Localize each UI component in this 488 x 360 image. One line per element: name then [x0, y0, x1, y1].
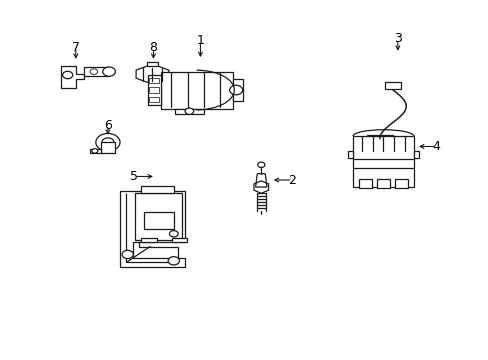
Bar	[160, 72, 232, 109]
Bar	[147, 62, 158, 66]
Bar	[366, 135, 392, 146]
Circle shape	[96, 134, 120, 151]
Circle shape	[257, 162, 264, 167]
Bar	[175, 109, 203, 114]
Text: 4: 4	[431, 140, 439, 153]
Circle shape	[184, 108, 193, 114]
Bar	[413, 151, 419, 158]
Bar	[83, 67, 109, 76]
Circle shape	[102, 138, 114, 147]
Bar	[143, 212, 173, 229]
Circle shape	[168, 257, 179, 265]
Circle shape	[62, 71, 73, 79]
Bar	[149, 78, 159, 84]
Text: 1: 1	[196, 34, 204, 47]
Bar	[385, 82, 400, 89]
Text: 3: 3	[393, 32, 401, 45]
Circle shape	[169, 231, 178, 237]
Bar	[148, 76, 160, 105]
Circle shape	[102, 67, 115, 76]
Text: 7: 7	[72, 41, 80, 54]
Text: 8: 8	[149, 41, 157, 54]
Bar	[394, 179, 407, 188]
Bar	[141, 186, 173, 193]
Bar	[135, 193, 182, 240]
Text: 6: 6	[104, 119, 112, 132]
Bar	[149, 96, 159, 102]
Bar	[347, 151, 352, 158]
Circle shape	[92, 149, 98, 153]
Bar	[101, 142, 115, 153]
Circle shape	[229, 85, 242, 95]
Bar	[149, 87, 159, 93]
Bar	[352, 136, 413, 186]
Bar	[358, 179, 371, 188]
Bar	[171, 238, 186, 242]
Text: 5: 5	[130, 170, 138, 183]
Bar	[232, 80, 243, 100]
Bar	[90, 149, 101, 153]
Bar	[141, 238, 156, 242]
Circle shape	[122, 250, 133, 258]
Text: 2: 2	[288, 174, 296, 186]
Bar	[376, 179, 389, 188]
Circle shape	[371, 143, 387, 154]
